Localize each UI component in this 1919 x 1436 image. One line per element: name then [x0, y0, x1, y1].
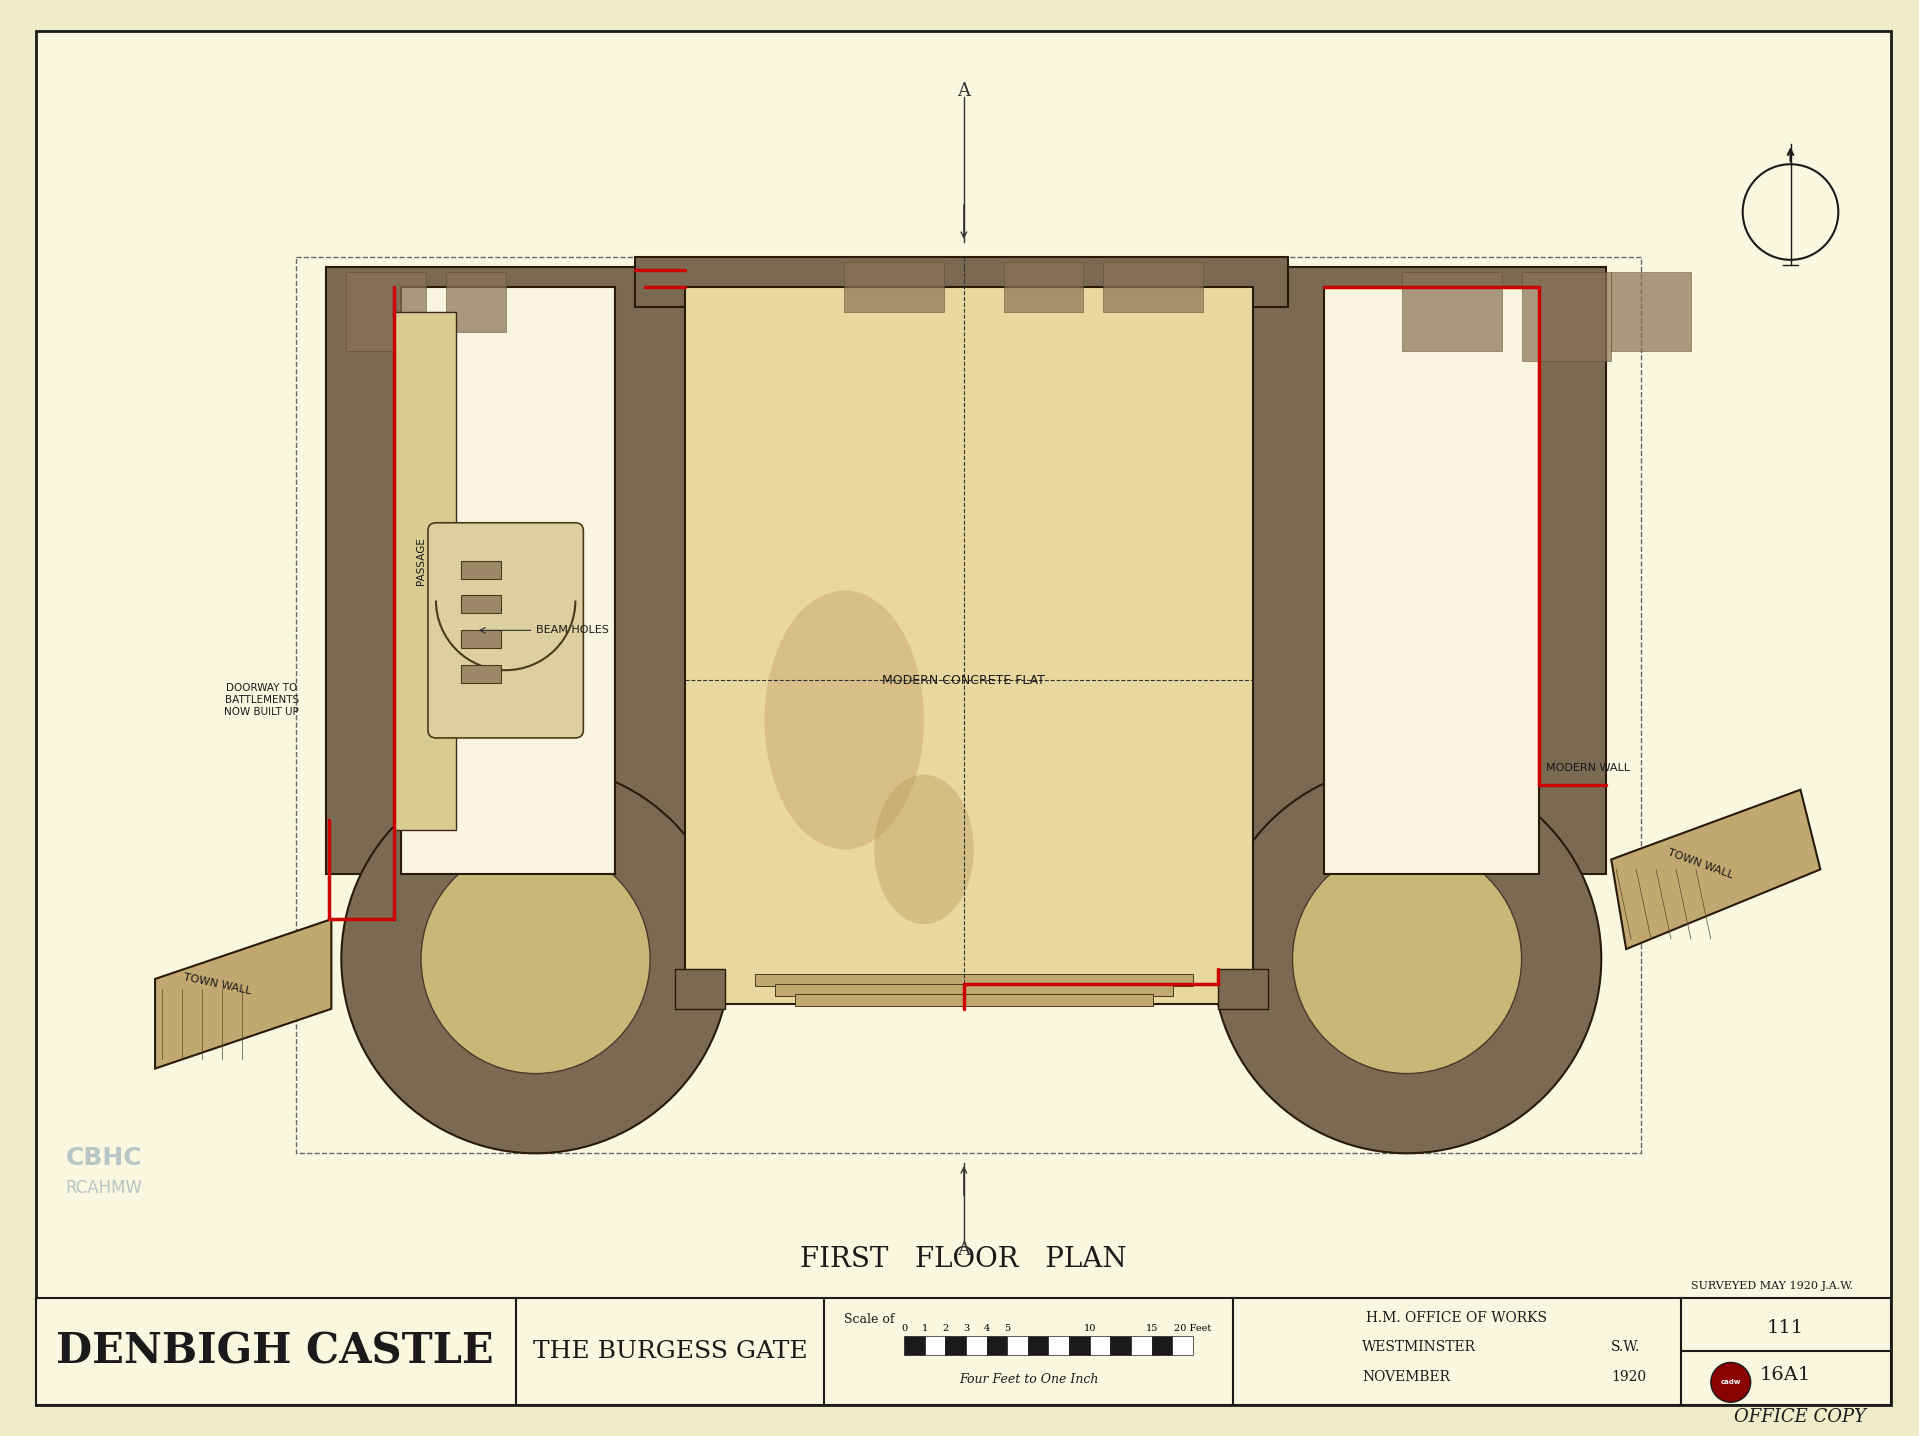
- Ellipse shape: [875, 775, 973, 925]
- Bar: [965, 1335, 986, 1356]
- Bar: [1612, 271, 1691, 352]
- Text: FIRST   FLOOR   PLAN: FIRST FLOOR PLAN: [800, 1246, 1126, 1274]
- Text: WESTMINSTER: WESTMINSTER: [1362, 1340, 1476, 1354]
- Bar: [794, 994, 1153, 1005]
- Circle shape: [1213, 765, 1600, 1153]
- Polygon shape: [155, 919, 332, 1068]
- Text: 1920: 1920: [1612, 1370, 1647, 1384]
- Text: 20 Feet: 20 Feet: [1174, 1324, 1211, 1333]
- Circle shape: [1293, 844, 1522, 1074]
- Bar: [1151, 1335, 1173, 1356]
- Text: MODERN CONCRETE FLAT: MODERN CONCRETE FLAT: [883, 673, 1046, 686]
- Text: A: A: [958, 82, 971, 99]
- Text: 111: 111: [1767, 1318, 1804, 1337]
- Text: 15: 15: [1146, 1324, 1157, 1333]
- Bar: [925, 1335, 946, 1356]
- Bar: [461, 630, 501, 648]
- Bar: [904, 1335, 925, 1356]
- Bar: [1403, 271, 1503, 352]
- Text: Four Feet to One Inch: Four Feet to One Inch: [960, 1373, 1098, 1386]
- Bar: [1324, 287, 1539, 875]
- Bar: [297, 257, 1641, 1153]
- Circle shape: [420, 844, 651, 1074]
- Polygon shape: [1612, 790, 1821, 949]
- Bar: [1111, 1335, 1130, 1356]
- Circle shape: [342, 765, 729, 1153]
- Bar: [445, 271, 507, 332]
- Text: DENBIGH CASTLE: DENBIGH CASTLE: [56, 1331, 493, 1373]
- Text: 1: 1: [921, 1324, 927, 1333]
- Text: THE BURGESS GATE: THE BURGESS GATE: [533, 1340, 808, 1363]
- Text: CBHC: CBHC: [65, 1146, 142, 1170]
- Bar: [1173, 1335, 1194, 1356]
- Bar: [844, 261, 944, 312]
- Text: 16A1: 16A1: [1760, 1367, 1812, 1384]
- Text: TOWN WALL: TOWN WALL: [182, 972, 251, 997]
- Bar: [986, 1335, 1007, 1356]
- Text: Scale of: Scale of: [844, 1313, 894, 1325]
- Bar: [345, 271, 426, 352]
- Bar: [393, 312, 457, 830]
- Bar: [461, 560, 501, 579]
- Bar: [461, 665, 501, 684]
- Bar: [675, 969, 725, 1010]
- Bar: [1219, 969, 1268, 1010]
- Text: SURVEYED MAY 1920 J.A.W.: SURVEYED MAY 1920 J.A.W.: [1691, 1281, 1854, 1291]
- Bar: [1522, 271, 1612, 362]
- Bar: [1130, 1335, 1151, 1356]
- Text: NOVEMBER: NOVEMBER: [1362, 1370, 1451, 1384]
- Bar: [401, 287, 616, 875]
- Bar: [685, 287, 1253, 1004]
- Text: MODERN WALL: MODERN WALL: [1547, 763, 1631, 773]
- Text: 3: 3: [963, 1324, 969, 1333]
- Bar: [635, 257, 1288, 307]
- Ellipse shape: [764, 590, 923, 850]
- Text: 0: 0: [902, 1324, 908, 1333]
- Text: 10: 10: [1084, 1324, 1096, 1333]
- Bar: [1103, 261, 1203, 312]
- Bar: [461, 596, 501, 613]
- Bar: [1090, 1335, 1111, 1356]
- Bar: [1069, 1335, 1090, 1356]
- Text: H.M. OFFICE OF WORKS: H.M. OFFICE OF WORKS: [1366, 1311, 1547, 1324]
- Text: BEAM HOLES: BEAM HOLES: [535, 625, 608, 635]
- Text: 5: 5: [1004, 1324, 1009, 1333]
- Circle shape: [1712, 1363, 1750, 1403]
- FancyBboxPatch shape: [428, 523, 583, 738]
- Bar: [1007, 1335, 1029, 1356]
- Text: RCAHMW: RCAHMW: [65, 1179, 142, 1198]
- Text: A: A: [958, 1241, 971, 1259]
- Text: PASSAGE: PASSAGE: [416, 537, 426, 584]
- Text: TOWN WALL: TOWN WALL: [1668, 847, 1735, 880]
- Bar: [36, 1298, 1890, 1406]
- Bar: [775, 984, 1173, 997]
- Bar: [754, 974, 1194, 987]
- Text: OFFICE COPY: OFFICE COPY: [1735, 1409, 1867, 1426]
- Bar: [1048, 1335, 1069, 1356]
- Text: S.W.: S.W.: [1612, 1340, 1641, 1354]
- Bar: [1004, 261, 1084, 312]
- Bar: [326, 267, 1606, 875]
- Bar: [1029, 1335, 1048, 1356]
- Bar: [946, 1335, 965, 1356]
- Text: DOORWAY TO
BATTLEMENTS
NOW BUILT UP: DOORWAY TO BATTLEMENTS NOW BUILT UP: [225, 684, 299, 717]
- Text: 4: 4: [983, 1324, 990, 1333]
- Text: cadw: cadw: [1721, 1380, 1741, 1386]
- Text: 2: 2: [942, 1324, 948, 1333]
